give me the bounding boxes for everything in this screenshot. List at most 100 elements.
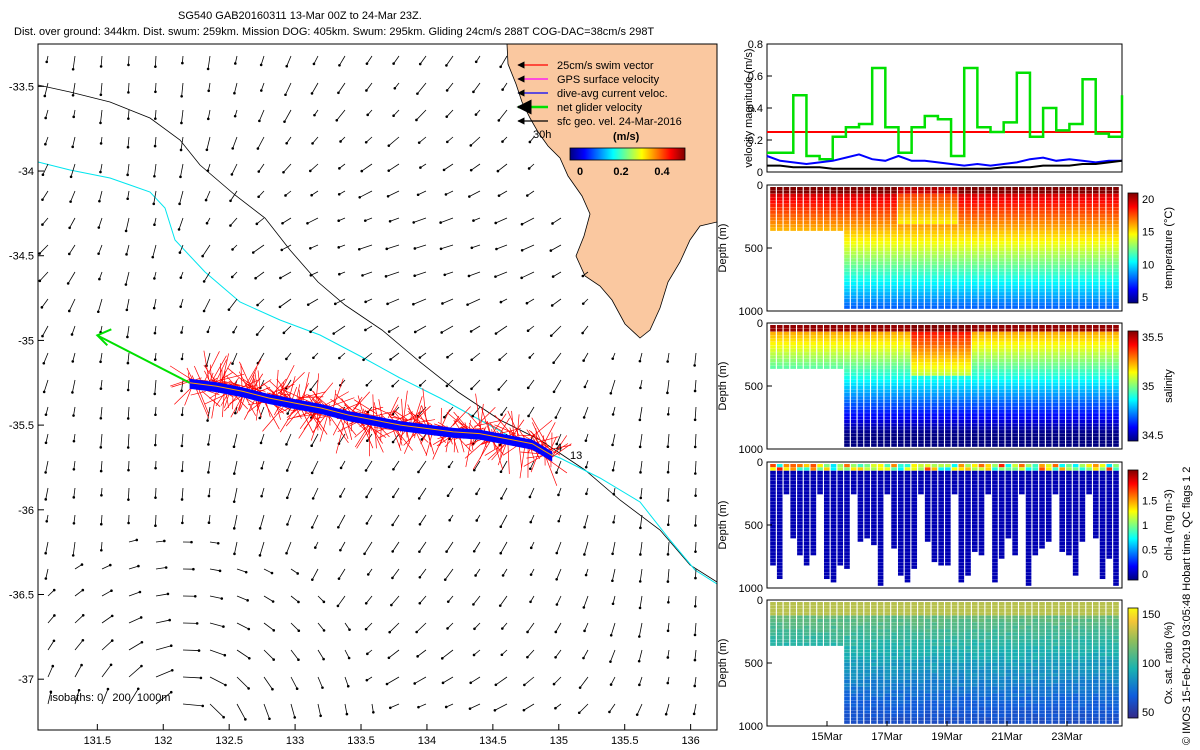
section-cell [1099,264,1106,269]
section-cell [897,207,904,211]
geo-vector-head [306,222,309,225]
section-cell [1066,214,1072,218]
section-cell [958,224,965,228]
section-cell [1052,302,1059,306]
vel-series-line [766,153,1122,167]
section-cell [871,430,877,434]
section-cell [998,389,1005,393]
section-cell [1106,234,1113,238]
section-cell [844,298,850,303]
section-cell [904,231,911,235]
section-cell [1032,234,1039,238]
geo-vector-head [286,523,289,526]
section-cell [1032,341,1039,346]
geo-vector-head [192,567,195,571]
section-cell [1005,392,1012,396]
section-cell [1106,358,1113,363]
section-cell [810,227,817,231]
section-cell [1106,440,1113,444]
section-ylabel: Depth (m) [717,224,729,273]
section-cell [864,254,870,258]
section-cell [911,203,918,208]
section-cell [931,379,938,383]
section-cell [1113,305,1119,309]
section-cell [770,531,776,535]
section-cell [1079,234,1086,238]
section-cell [1025,227,1032,231]
section-cell [1106,443,1113,447]
section-cell [884,268,891,272]
section-cell [864,372,870,376]
section-cell [958,220,965,225]
section-cell [1086,248,1092,252]
geo-vector [154,433,157,446]
section-cell [958,396,965,400]
section-cell [1025,214,1032,218]
geo-vector-head [611,443,614,447]
section-cell [1019,234,1025,238]
geo-vector [41,298,49,308]
section-cell [965,278,971,282]
section-cell [924,396,931,400]
map-frame [37,43,718,731]
section-cell [857,426,864,430]
section-cell [918,358,924,363]
section-cell [897,268,904,272]
section-cell [1032,217,1039,221]
section-cell [918,413,924,417]
section-cell [992,341,998,346]
section-cell [877,288,884,292]
geo-vector [260,433,265,444]
section-cell [1045,278,1052,282]
section-cell [1086,399,1092,403]
geo-vector [72,82,76,96]
section-cell [938,248,944,252]
section-cell [1059,261,1065,265]
section-cell [857,305,864,309]
section-cell [938,426,944,430]
section-cell [911,288,918,292]
geo-vector [155,567,167,570]
geo-vector-head [638,683,641,687]
section-cell [877,224,884,228]
swim-vector [248,402,262,405]
geo-vector-head [127,468,130,472]
section-cell [1032,244,1039,248]
section-cell [1052,335,1059,339]
section-cell [958,288,965,292]
geo-vector [502,82,508,90]
section-cell [1025,210,1032,214]
geo-vector [45,460,49,473]
swim-vector [453,411,469,430]
geo-vector [639,352,643,362]
section-cell [911,426,918,430]
section-cell [850,369,857,373]
section-cell [998,207,1005,211]
section-cell [1052,207,1059,211]
geo-vector-head [361,274,364,277]
section-cell [1072,348,1079,352]
section-cell [1106,193,1113,197]
section-cell [958,187,965,191]
section-cell [850,278,857,282]
section-cell [904,237,911,242]
geo-vector [338,568,346,579]
section-cell [864,402,870,407]
section-cell [1005,375,1012,380]
section-cell [864,392,870,396]
section-cell [918,335,924,339]
section-cell [1039,217,1045,221]
swim-vector [298,411,317,439]
geo-vector-head [497,194,501,197]
map-xtick-label: 136 [681,735,699,747]
geo-vector [414,271,427,277]
section-cell [911,352,918,356]
geo-vector-head [234,411,237,415]
section-cell [884,237,891,242]
geo-vector [125,271,130,285]
section-cell [864,207,870,211]
geo-vector [317,703,322,716]
section-cell [1079,227,1086,231]
section-cell [1072,241,1079,245]
section-cell [938,214,944,218]
